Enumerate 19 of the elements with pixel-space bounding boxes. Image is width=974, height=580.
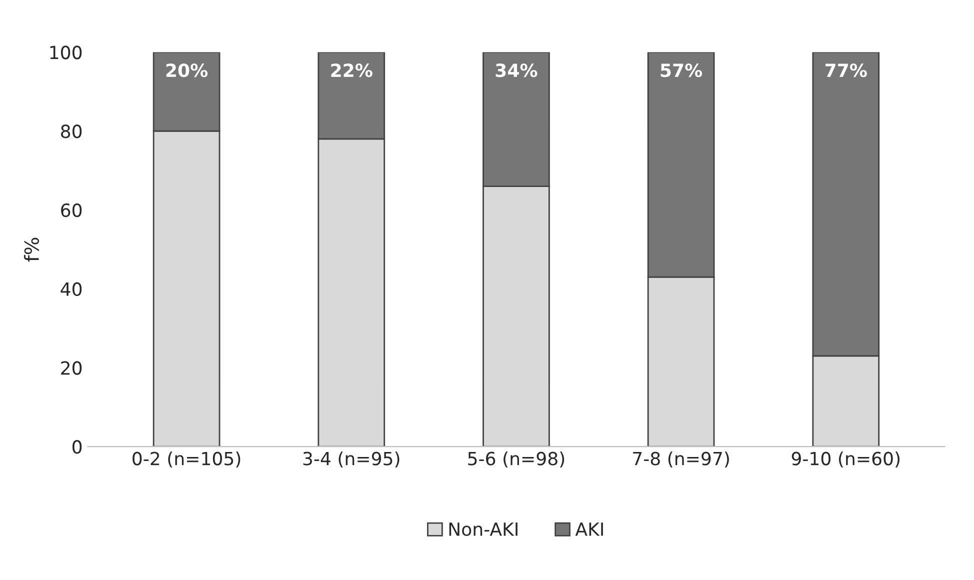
y-tick-label: 80 (61, 124, 82, 138)
data-label: 20% (166, 64, 208, 78)
legend-label: Non-AKI (449, 522, 518, 536)
x-tick-label: 0-2 (n=105) (132, 451, 240, 468)
y-tick-label: 60 (61, 203, 82, 218)
x-tick-label: 7-8 (n=97) (633, 451, 729, 468)
y-tick-label: 40 (60, 282, 82, 296)
x-tick-label: 5-6 (n=98) (468, 451, 564, 468)
legend-label: AKI (575, 522, 603, 536)
y-axis-title: f% (24, 238, 40, 262)
data-label: 77% (825, 64, 867, 78)
y-tick-label: 20 (61, 361, 82, 375)
data-label: 34% (496, 64, 538, 78)
x-tick-label: 9-10 (n=60) (792, 451, 900, 468)
y-tick-label: 100 (50, 46, 82, 60)
data-label: 22% (331, 64, 372, 78)
x-tick-label: 3-4 (n=95) (303, 451, 400, 468)
data-label: 57% (660, 64, 702, 78)
y-tick-label: 0 (72, 440, 82, 454)
